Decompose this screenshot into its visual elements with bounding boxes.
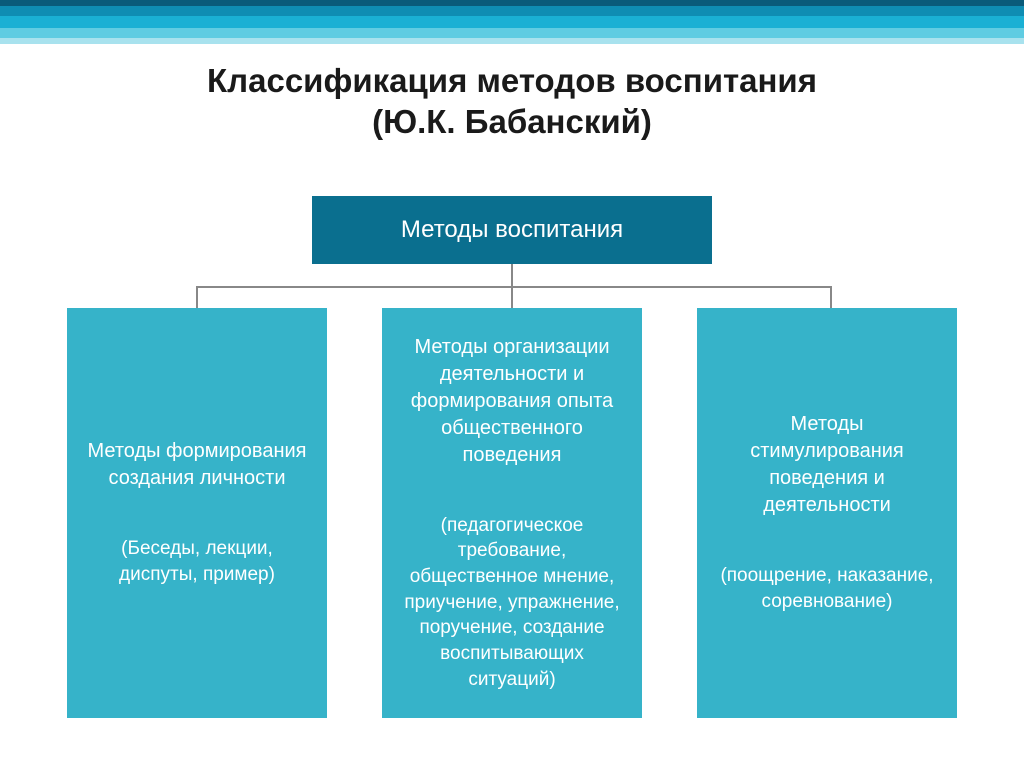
header-stripes: [0, 0, 1024, 44]
child-1-detail: (Беседы, лекции, диспуты, пример): [85, 536, 309, 587]
child-node-2: Методы организации деятельности и формир…: [382, 308, 642, 718]
child-3-detail: (поощрение, наказание, соревнование): [715, 563, 939, 614]
root-node: Методы воспитания: [312, 196, 712, 264]
connector-root-down: [511, 264, 513, 286]
connector-horizontal: [196, 286, 832, 288]
connector-child-3: [830, 286, 832, 308]
title-line2: (Ю.К. Бабанский): [372, 103, 652, 140]
root-label: Методы воспитания: [401, 216, 623, 244]
child-1-title: Методы формирования создания личности: [85, 438, 309, 492]
child-node-1: Методы формирования создания личности (Б…: [67, 308, 327, 718]
slide-title: Классификация методов воспитания (Ю.К. Б…: [0, 60, 1024, 143]
connector-child-1: [196, 286, 198, 308]
title-line1: Классификация методов воспитания: [207, 62, 817, 99]
child-node-3: Методы стимулирования поведения и деятел…: [697, 308, 957, 718]
child-2-title: Методы организации деятельности и формир…: [400, 334, 624, 469]
child-2-detail: (педагогическое требование, общественное…: [400, 513, 624, 692]
connector-child-2: [511, 286, 513, 308]
title-text: Классификация методов воспитания (Ю.К. Б…: [0, 60, 1024, 143]
child-3-title: Методы стимулирования поведения и деятел…: [715, 411, 939, 519]
